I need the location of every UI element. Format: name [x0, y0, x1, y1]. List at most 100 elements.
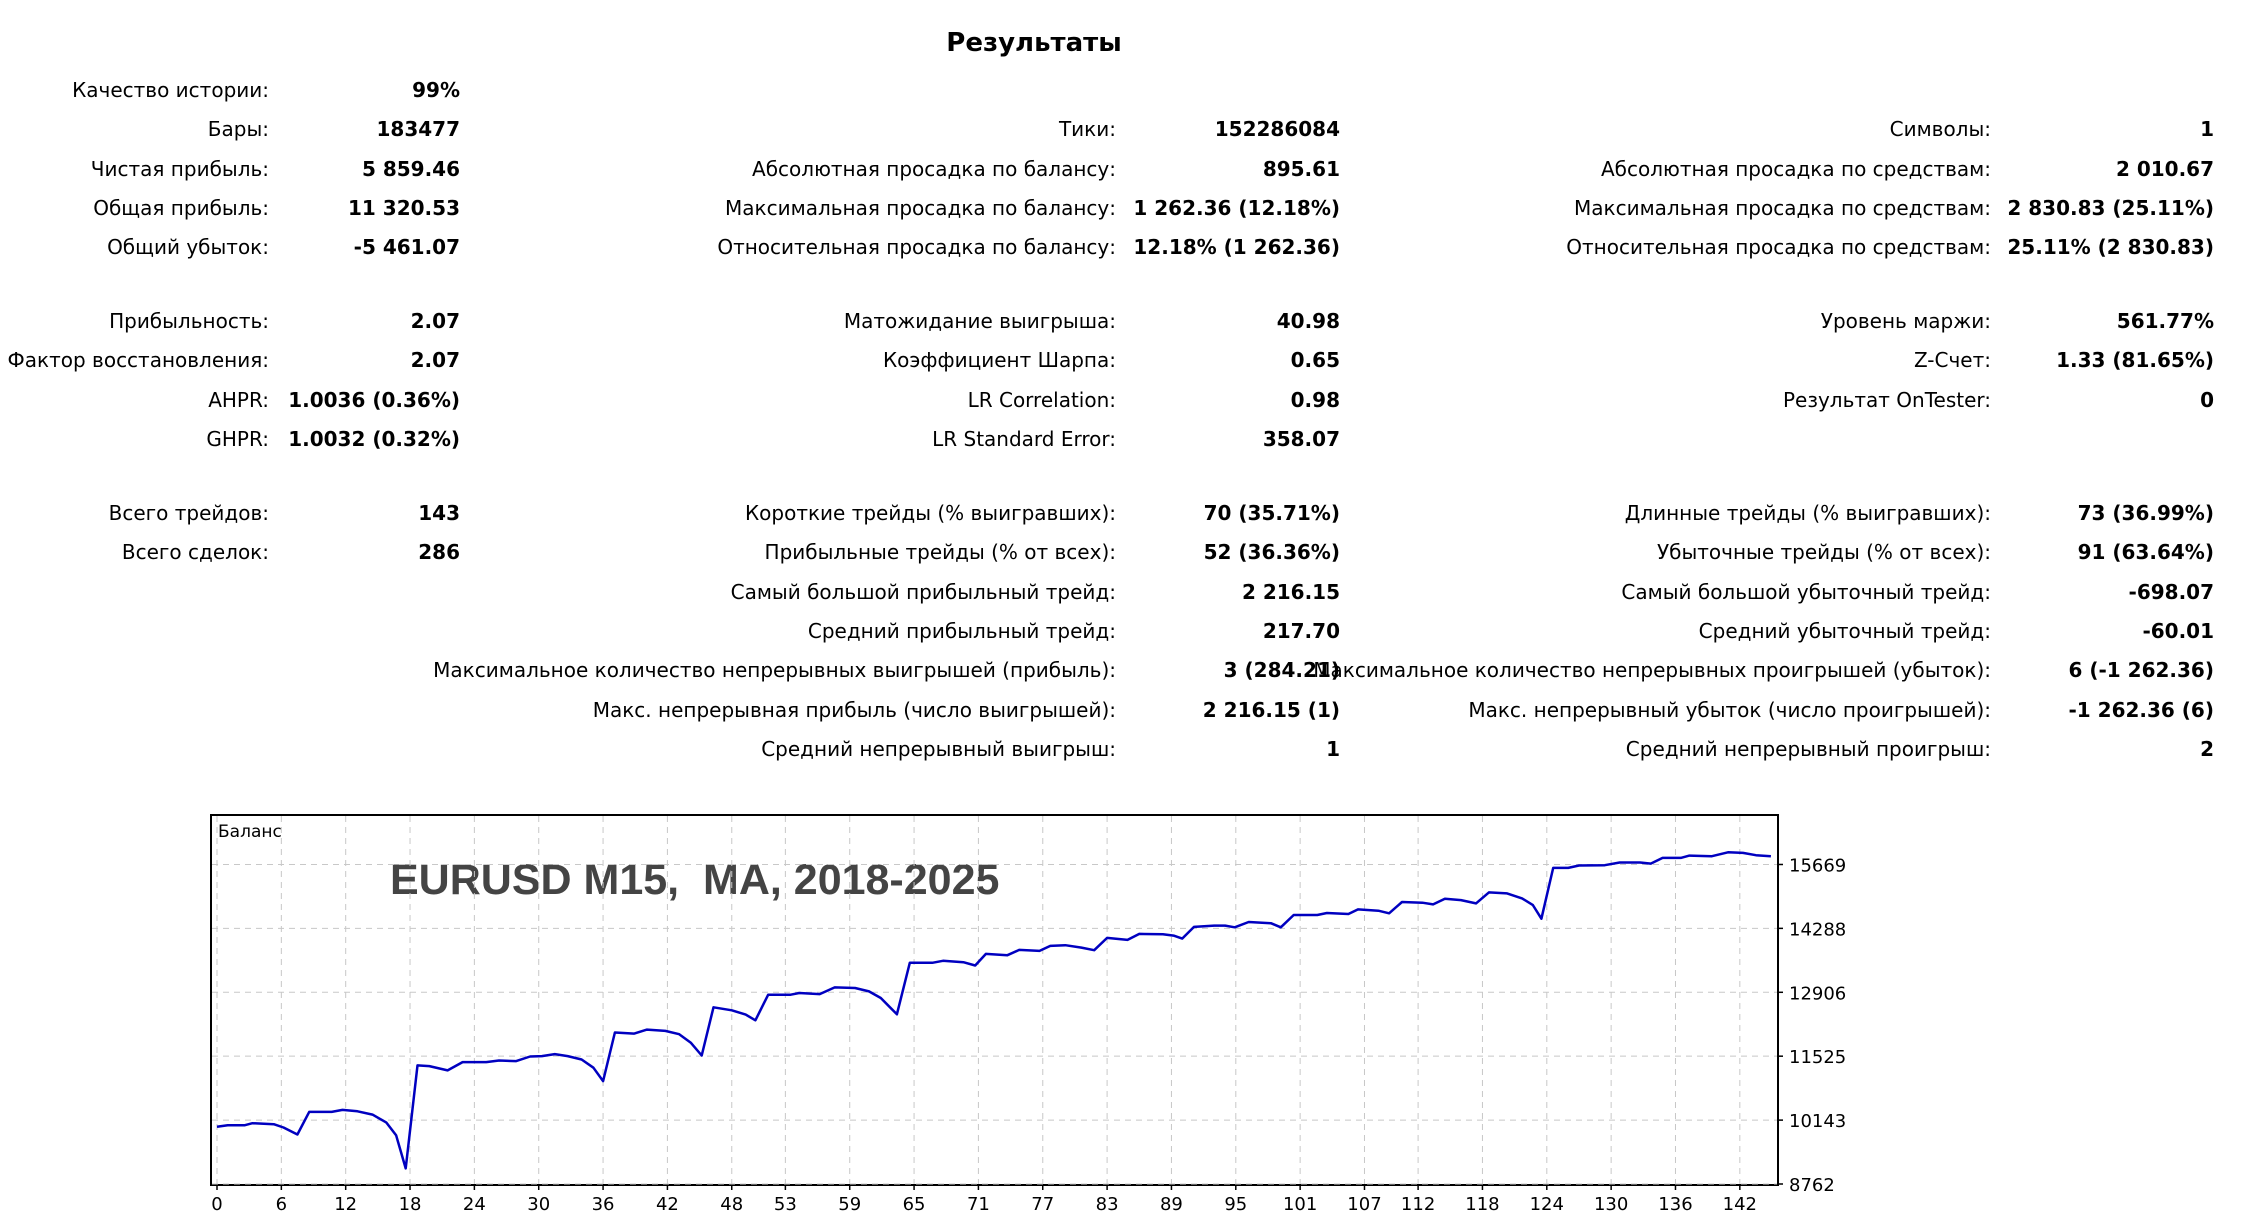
stat-label: Самый большой убыточный трейд: — [1621, 579, 1991, 604]
stat-label: Тики: — [1058, 117, 1116, 142]
stat-label: Символы: — [1889, 117, 1991, 142]
stat-label: Макс. непрерывная прибыль (число выигрыш… — [592, 697, 1116, 722]
stat-value: 143 — [418, 501, 460, 525]
stat-label: Средний прибыльный трейд: — [807, 618, 1116, 643]
stat-value: 12.18% (1 262.36) — [1133, 235, 1340, 260]
stat-label: Максимальная просадка по средствам: — [1573, 195, 1991, 220]
stat-label: Всего трейдов: — [108, 501, 269, 525]
y-tick-label: 10143 — [1789, 1111, 1846, 1132]
x-tick-label: 142 — [1723, 1194, 1757, 1215]
stat-value: 286 — [418, 540, 460, 565]
x-tick-label: 0 — [211, 1194, 222, 1215]
stat-value: -5 461.07 — [353, 235, 460, 260]
y-tick-label: 15669 — [1789, 855, 1846, 876]
stat-value: 1.33 (81.65%) — [2056, 348, 2214, 373]
stat-label: Максимальное количество непрерывных выиг… — [433, 658, 1116, 683]
stat-label: Прибыльные трейды (% от всех): — [764, 540, 1116, 565]
stat-label: Всего сделок: — [121, 540, 269, 565]
stat-label: Общий убыток: — [107, 235, 269, 260]
y-tick-label: 12906 — [1789, 983, 1846, 1004]
x-tick-label: 36 — [592, 1194, 615, 1215]
stat-label: Макс. непрерывный убыток (число проигрыш… — [1468, 697, 1991, 722]
stat-value: 2 830.83 (25.11%) — [2007, 195, 2214, 220]
stat-label: Коэффициент Шарпа: — [882, 348, 1116, 373]
chart-plot: 0 6 12 18 24 30 36 42 48 53 59 65 71 77 83 89 95 101 107 11… — [211, 816, 1846, 1215]
x-tick-label: 48 — [720, 1194, 743, 1215]
stat-value: 0.98 — [1290, 387, 1340, 412]
stat-value: 217.70 — [1262, 618, 1340, 643]
stat-label: GHPR: — [206, 426, 269, 451]
stat-label: Самый большой прибыльный трейд: — [730, 579, 1116, 604]
stat-value: 52 (36.36%) — [1203, 540, 1340, 565]
stat-label: Короткие трейды (% выигравших): — [744, 501, 1116, 525]
stat-label: AHPR: — [208, 387, 269, 412]
stat-value: 91 (63.64%) — [2077, 540, 2214, 565]
stat-value: 1 — [1326, 736, 1340, 761]
stat-label: Средний убыточный трейд: — [1698, 618, 1991, 643]
x-tick-label: 71 — [967, 1194, 990, 1215]
x-tick-label: 118 — [1465, 1194, 1499, 1215]
x-tick-label: 6 — [276, 1194, 287, 1215]
stat-value: 183477 — [376, 117, 461, 142]
stat-label: Абсолютная просадка по балансу: — [752, 156, 1116, 181]
stat-label: LR Correlation: — [967, 387, 1116, 412]
x-tick-label: 65 — [903, 1194, 926, 1215]
y-tick-label: 14288 — [1789, 919, 1846, 940]
stat-value: -698.07 — [2128, 579, 2214, 604]
x-tick-label: 112 — [1401, 1194, 1435, 1215]
balance-line — [216, 851, 1771, 1170]
stat-value: 1.0032 (0.32%) — [288, 426, 460, 451]
page-title: Результаты — [946, 28, 1122, 58]
stat-label: Результат OnTester: — [1782, 387, 1991, 412]
stat-label: Прибыльность: — [109, 309, 269, 333]
stat-label: Относительная просадка по средствам: — [1566, 235, 1991, 260]
x-tick-label: 59 — [838, 1194, 861, 1215]
stat-label: Максимальная просадка по балансу: — [725, 195, 1116, 220]
x-tick-label: 18 — [399, 1194, 422, 1215]
stat-label: Бары: — [207, 117, 269, 142]
x-tick-label: 101 — [1283, 1194, 1317, 1215]
stat-value: 3 (284.21) — [1223, 658, 1340, 683]
stat-label: Максимальное количество непрерывных прои… — [1313, 658, 1991, 683]
chart-legend-label: Баланс — [218, 822, 282, 842]
stat-label: Абсолютная просадка по средствам: — [1600, 156, 1991, 181]
stat-value: 1.0036 (0.36%) — [288, 387, 460, 412]
x-tick-label: 24 — [463, 1194, 486, 1215]
x-tick-label: 77 — [1031, 1194, 1054, 1215]
stat-label: LR Standard Error: — [932, 426, 1116, 451]
x-tick-label: 136 — [1658, 1194, 1692, 1215]
stat-value: 73 (36.99%) — [2077, 501, 2214, 525]
stat-value: -60.01 — [2142, 618, 2214, 643]
stat-value: 152286084 — [1214, 117, 1340, 142]
y-tick-label: 8762 — [1789, 1175, 1835, 1196]
stat-value: 40.98 — [1276, 309, 1340, 333]
stat-value: 895.61 — [1262, 156, 1340, 181]
stat-value: 99% — [412, 78, 460, 102]
stat-value: 25.11% (2 830.83) — [2007, 235, 2214, 260]
x-tick-label: 30 — [527, 1194, 550, 1215]
stat-value: 1 262.36 (12.18%) — [1133, 195, 1340, 220]
x-tick-label: 95 — [1224, 1194, 1247, 1215]
stat-value: 5 859.46 — [361, 156, 460, 181]
x-tick-label: 107 — [1347, 1194, 1381, 1215]
stat-value: 2.07 — [410, 309, 460, 333]
x-tick-label: 83 — [1096, 1194, 1119, 1215]
stat-label: Фактор восстановления: — [7, 348, 269, 373]
x-tick-label: 130 — [1594, 1194, 1628, 1215]
x-tick-label: 53 — [774, 1194, 797, 1215]
stat-value: 2 010.67 — [2115, 156, 2214, 181]
stat-value: 0 — [2200, 387, 2214, 412]
stat-label: Средний непрерывный проигрыш: — [1625, 736, 1991, 761]
stat-value: 358.07 — [1262, 426, 1340, 451]
stat-value: 2 — [2200, 736, 2214, 761]
stat-value: -1 262.36 (6) — [2068, 697, 2214, 722]
y-tick-label: 11525 — [1789, 1047, 1846, 1068]
stat-value: 2 216.15 — [1241, 579, 1340, 604]
stat-label: Убыточные трейды (% от всех): — [1656, 540, 1991, 565]
stat-value: 0.65 — [1290, 348, 1340, 373]
x-tick-label: 12 — [334, 1194, 357, 1215]
stat-value: 2.07 — [410, 348, 460, 373]
stat-value: 561.77% — [2116, 309, 2214, 333]
stat-label: Матожидание выигрыша: — [843, 309, 1116, 333]
stat-label: Средний непрерывный выигрыш: — [761, 736, 1116, 761]
